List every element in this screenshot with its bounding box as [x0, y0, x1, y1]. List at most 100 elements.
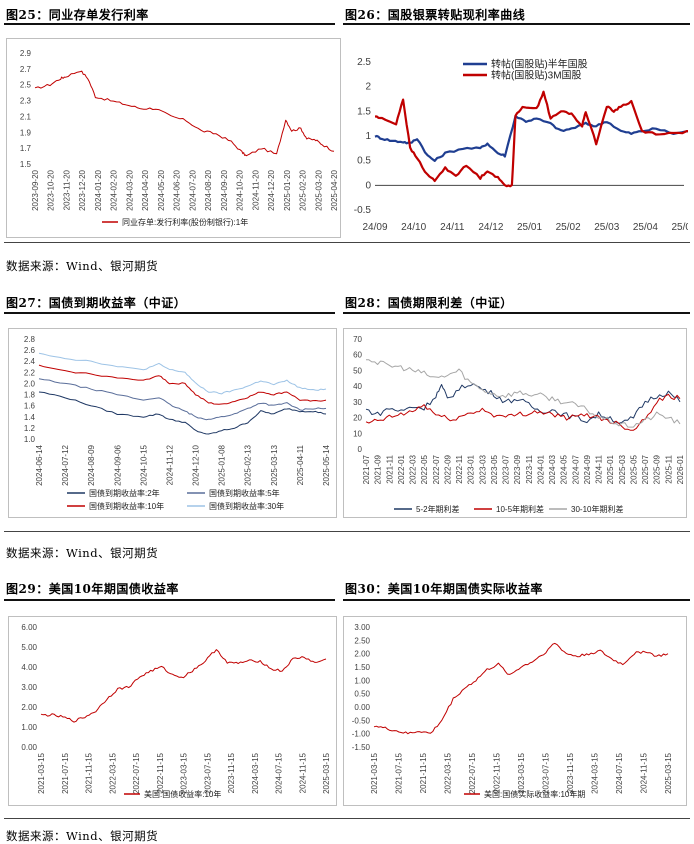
figure-29-frame: 6.00 5.00 4.00 3.00 2.00 1.00 0.00 2021-03-15 20…	[8, 616, 337, 806]
x-tick-label: 2025-07	[641, 454, 650, 484]
figure-27-title: 图27：国债到期收益率（中证）	[6, 296, 187, 310]
x-tick-label: 2021-11-15	[85, 752, 94, 793]
y-tick-label: -1.50	[352, 743, 371, 752]
x-tick-label: 25/01	[517, 222, 542, 233]
x-tick-label: 2021-07-15	[395, 752, 404, 793]
y-tick-label: 2	[365, 82, 371, 93]
y-tick-label: 2.5	[20, 81, 32, 90]
y-tick-label: 0	[365, 180, 371, 191]
y-tick-label: 3.00	[21, 683, 37, 692]
x-tick-label: 2021-03-15	[370, 752, 379, 793]
x-tick-label: 25/04	[633, 222, 658, 233]
x-tick-label: 2023-11-15	[566, 752, 575, 793]
legend-label: 国债到期收益率:10年	[89, 501, 164, 511]
x-tick-label: 2024-11-20	[251, 169, 260, 210]
x-tick-label: 25/05	[671, 222, 688, 233]
y-tick-label: 3.00	[354, 623, 370, 632]
x-tick-label: 2021-07	[362, 454, 371, 484]
y-tick-label: 1.00	[354, 676, 370, 685]
x-tick-label: 2024-08-09	[87, 444, 96, 485]
x-tick-label: 2024-12-20	[267, 169, 276, 210]
y-tick-label: 1.5	[357, 106, 371, 117]
series-line	[38, 391, 327, 435]
x-tick-label: 2024-12-10	[192, 444, 201, 485]
x-tick-label: 2025-02-13	[244, 444, 253, 485]
x-tick-label: 2024-07-15	[275, 752, 284, 793]
x-tick-label: 24/10	[401, 222, 426, 233]
y-tick-label: 50	[353, 366, 362, 375]
x-tick-label: 2023-12-20	[78, 169, 87, 210]
x-tick-label: 2025-03-15	[322, 752, 331, 793]
x-tick-label: 2025-04-20	[330, 169, 339, 210]
figure-26-frame: 2.5 2 1.5 1 0.5 0 -0.5 24/09 24/10 24/11 24/12 25/0…	[345, 38, 688, 238]
y-tick-label: 1.5	[20, 160, 32, 169]
y-tick-label: 40	[353, 382, 362, 391]
series-line	[365, 393, 681, 431]
y-tick-label: 2.3	[20, 97, 32, 106]
y-tick-label: 1.6	[24, 402, 36, 411]
y-tick-label: 1	[365, 131, 371, 142]
figure-27-frame: 2.8 2.6 2.4 2.2 2.0 1.8 1.6 1.4 1.2 1.0 2024-06-14…	[8, 328, 337, 518]
x-tick-label: 2025-11	[664, 454, 673, 483]
x-tick-label: 2022-09	[443, 454, 452, 484]
y-tick-label: 2.2	[24, 368, 36, 377]
x-tick-label: 2022-03-15	[444, 752, 453, 793]
figure-26-chart: 2.5 2 1.5 1 0.5 0 -0.5 24/09 24/10 24/11 24/12 25/0…	[354, 57, 688, 233]
x-tick-label: 2024-03-15	[251, 752, 260, 793]
x-tick-label: 2021-07-15	[61, 752, 70, 793]
x-tick-label: 2024-07-12	[61, 444, 70, 485]
y-tick-label: 2.5	[357, 57, 371, 68]
x-tick-label: 2022-11-15	[156, 752, 165, 793]
x-tick-label: 2022-07-15	[468, 752, 477, 793]
x-tick-label: 2025-04-11	[296, 444, 305, 485]
y-tick-label: 0.50	[354, 690, 370, 699]
legend-label: 转帖(国股贴)3M国股	[491, 69, 582, 82]
figure-28-frame: 70 60 50 40 30 20 10 0 2021-07 2021-09 2021-11 2022…	[343, 328, 687, 518]
y-tick-label: 2.00	[21, 703, 37, 712]
x-tick-label: 2024-03	[548, 454, 557, 484]
x-tick-label: 2023-03	[478, 454, 487, 484]
y-tick-label: 10	[353, 429, 362, 438]
source-note: 数据来源：Wind、银河期货	[6, 829, 159, 843]
x-tick-label: 2024-11-15	[298, 752, 307, 793]
x-tick-label: 2022-07-15	[132, 752, 141, 793]
series-line	[38, 352, 327, 395]
series-line	[366, 359, 681, 428]
y-tick-label: -0.5	[354, 205, 372, 216]
x-tick-label: 2025-03-15	[664, 752, 673, 793]
x-tick-label: 2024-09-20	[220, 169, 229, 210]
source-rule	[4, 242, 690, 243]
y-tick-label: 2.50	[354, 636, 370, 645]
x-tick-label: 2024-01	[536, 454, 545, 484]
x-tick-label: 2023-07-15	[203, 752, 212, 793]
x-tick-label: 2023-07	[502, 454, 511, 484]
legend-label: 美国:国债实际收益率:10年期	[484, 789, 585, 799]
y-tick-label: 70	[353, 335, 362, 344]
legend-label: 转帖(国股贴)半年国股	[491, 58, 588, 71]
y-tick-label: 2.4	[24, 357, 36, 366]
x-tick-label: 2023-03-15	[180, 752, 189, 793]
y-tick-label: 0.5	[357, 156, 371, 167]
series-line	[38, 378, 327, 421]
x-tick-label: 2025-01-20	[283, 169, 292, 210]
x-tick-label: 2025-05	[629, 454, 638, 484]
x-tick-label: 2024-09-06	[113, 444, 122, 485]
series-line	[38, 364, 327, 405]
y-tick-label: 2.8	[24, 335, 36, 344]
x-tick-label: 2025-01	[606, 454, 615, 484]
x-tick-label: 2023-10-20	[47, 169, 56, 210]
x-tick-label: 2023-11	[525, 454, 534, 483]
y-tick-label: 1.2	[24, 424, 36, 433]
x-tick-label: 2024-07	[571, 454, 580, 484]
x-tick-label: 2024-06-20	[173, 169, 182, 210]
figure-28-title: 图28：国债期限利差（中证）	[345, 296, 513, 310]
x-tick-label: 2025-05-14	[322, 444, 331, 485]
x-tick-label: 24/11	[440, 222, 465, 233]
figure-27-chart: 2.8 2.6 2.4 2.2 2.0 1.8 1.6 1.4 1.2 1.02024-06-14…	[24, 335, 331, 511]
x-tick-label: 2022-11-15	[493, 752, 502, 793]
x-tick-label: 2023-09-20	[31, 169, 40, 210]
source-rule	[4, 531, 690, 532]
legend-label: 美国:国债收益率:10年	[144, 789, 221, 799]
